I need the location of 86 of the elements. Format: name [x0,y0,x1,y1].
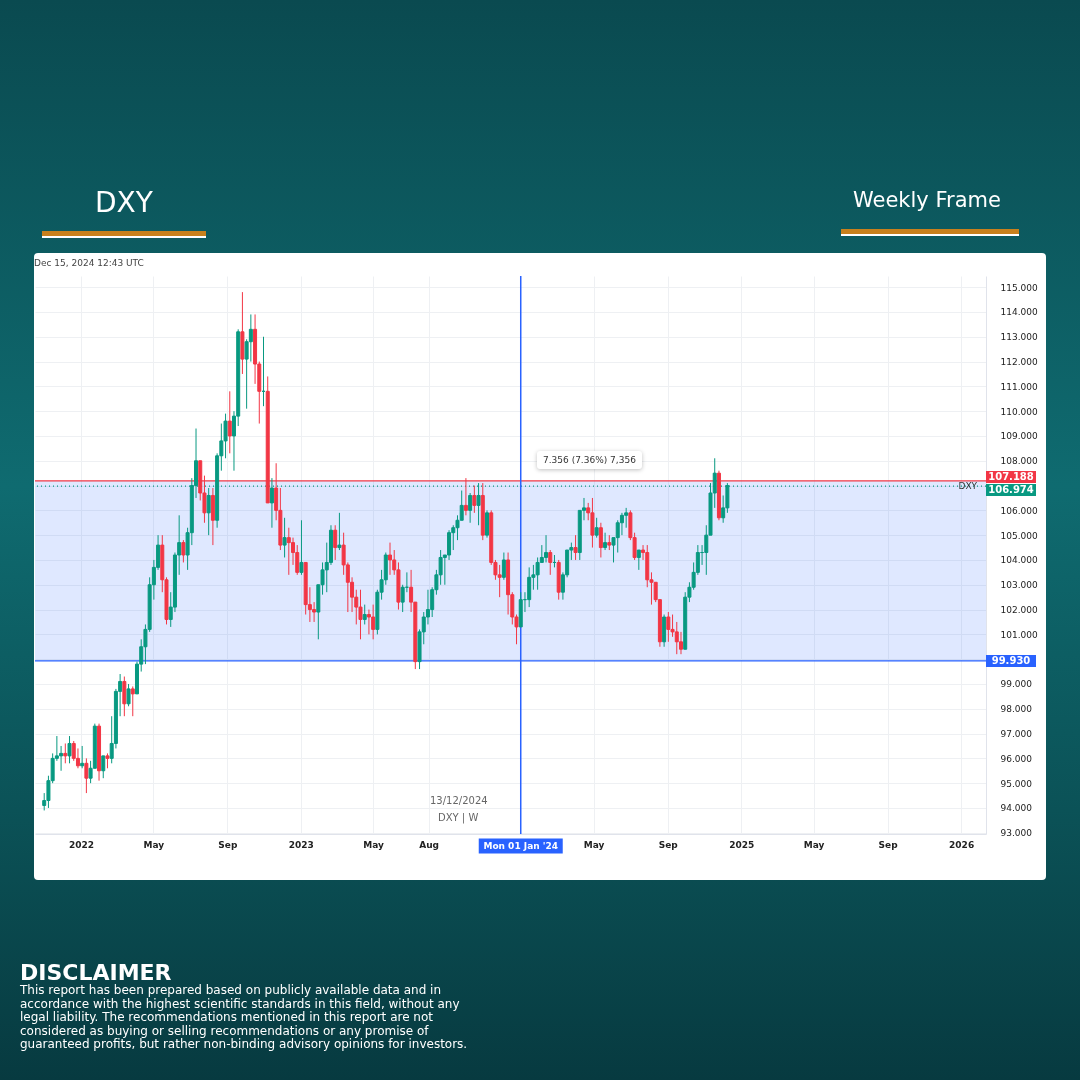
y-tick-label: 104.000 [1000,555,1038,566]
candlestick [590,497,595,549]
x-tick-label: May [583,839,605,850]
annotation: DXY [958,481,978,492]
ref-line-label: 106.974 [988,484,1034,496]
candlestick [371,604,376,640]
y-tick-label: 101.000 [1000,629,1038,640]
y-tick-label: 112.000 [1000,357,1038,368]
annotation: 13/12/2024 [430,795,488,806]
candlestick [63,742,68,764]
candlestick [84,757,89,794]
x-tick-label: Sep [658,839,679,850]
y-tick-label: 97.000 [1000,729,1033,740]
x-tick-label: Aug [419,839,439,850]
y-tick-label: 108.000 [1000,456,1038,467]
candlestick [527,566,532,608]
y-tick-label: 106.000 [1000,505,1038,516]
y-tick-label: 94.000 [1000,803,1033,814]
y-tick-label: 105.000 [1000,530,1038,541]
candlestick [544,534,549,563]
candlestick [636,549,641,571]
y-tick-label: 102.000 [1000,605,1038,616]
x-tick-label: 2025 [729,839,755,850]
candlestick [299,519,304,576]
annotation: DXY | W [438,812,479,823]
y-tick-label: 111.000 [1000,381,1038,392]
chart-title: DXY [95,186,153,219]
x-tick-label: 2022 [68,839,94,850]
y-tick-label: 109.000 [1000,431,1038,442]
candlestick [75,747,80,769]
y-tick-label: 103.000 [1000,580,1038,591]
ref-line-label: 99.930 [991,654,1031,666]
x-tick-label: 2026 [949,839,975,850]
candlestick [619,512,624,536]
candlestick [674,621,679,655]
candlestick [67,735,72,764]
text: Dec 15, 2024 12:43 UTC [34,258,144,268]
y-tick-label: 96.000 [1000,753,1033,764]
x-tick-label: Sep [878,839,899,850]
candlestick [447,529,452,561]
candlestick [366,609,371,635]
candlestick [573,534,578,561]
chart-subtitle: Weekly Frame [853,188,1001,212]
candlestick [485,509,490,539]
candlestick [80,745,85,769]
y-tick-label: 93.000 [1000,828,1033,839]
x-tick-label: May [803,839,825,850]
y-tick-label: 99.000 [1000,679,1033,690]
y-tick-label: 98.000 [1000,704,1033,715]
candlestick [472,485,477,514]
text: This report has been prepared based on publicly available data and in accordance with the highest scientific standards in this field, without any legal liability. The recommendations mentioned in this report are not considered as buying or selling recommendations or any promise of guaranteed profits, but rather non-binding advisory opinions for investors. [20,983,469,1052]
y-tick-label: 115.000 [1000,282,1038,293]
candlestick [227,390,232,454]
candlestick [337,512,342,551]
candlestick [206,487,211,536]
candlestick [126,683,131,707]
candlestick [678,631,683,655]
text: DISCLAIMER [20,960,172,985]
candlestick [282,517,287,558]
candlestick [101,755,106,779]
candlestick [598,522,603,558]
candlestick [358,589,363,640]
candlestick [181,539,186,563]
candlestick [333,524,338,561]
ref-line-label: Mon 01 Jan '24 [483,841,559,851]
candlestick [122,676,127,717]
y-tick-label: 110.000 [1000,406,1038,417]
x-tick-label: May [363,839,385,850]
annotation: 7.356 (7.36%) 7,356 [537,451,642,469]
y-tick-label: 113.000 [1000,332,1038,343]
x-tick-label: May [143,839,165,850]
candlestick [468,492,473,524]
candlestick [497,564,502,598]
candlestick [362,604,367,625]
candlestick [388,542,393,576]
candlestick [535,556,540,591]
y-tick-label: 114.000 [1000,307,1038,318]
x-tick-label: Sep [218,839,238,850]
candlestick [666,611,671,643]
candlestick [594,517,599,539]
x-tick-label: 2023 [288,839,314,850]
candlestick [248,313,253,363]
ref-line-label: 107.188 [988,471,1034,483]
y-tick-label: 95.000 [1000,778,1033,789]
candlestick [501,552,506,581]
candlestick [286,527,291,576]
